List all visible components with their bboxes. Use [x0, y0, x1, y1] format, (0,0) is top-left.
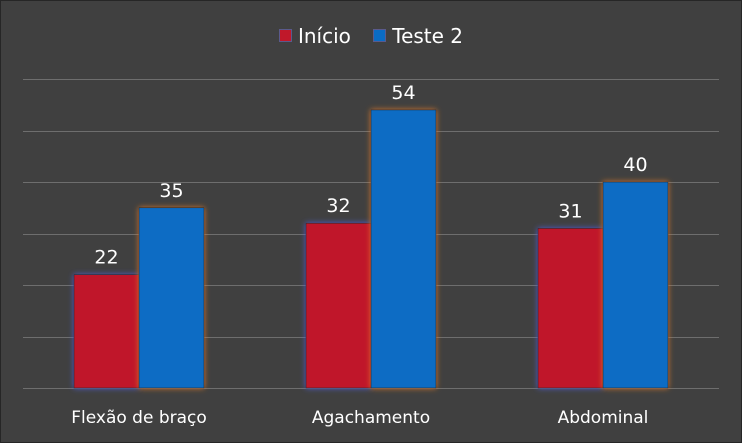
legend-swatch-inicio	[278, 29, 292, 42]
bar-in-cio	[537, 228, 604, 389]
data-label: 31	[558, 200, 582, 222]
bars	[73, 109, 669, 389]
bar-in-cio	[73, 274, 140, 389]
data-label: 54	[391, 82, 415, 104]
legend-item-inicio: Início	[278, 23, 351, 48]
data-label: 22	[94, 247, 118, 269]
x-tick-label: Abdominal	[558, 408, 649, 428]
data-label: 35	[159, 180, 183, 202]
bar-teste-2	[602, 181, 669, 389]
data-label: 32	[326, 195, 350, 217]
x-tick-label: Flexão de braço	[71, 408, 207, 428]
x-tick-label: Agachamento	[312, 408, 430, 428]
legend-label-inicio: Início	[297, 23, 351, 48]
legend: Início Teste 2	[1, 23, 741, 48]
bar-teste-2	[138, 207, 205, 389]
bar-teste-2	[370, 109, 437, 389]
data-labels: 22 35 32 54 31 40	[94, 82, 647, 269]
legend-label-teste-2: Teste 2	[392, 23, 464, 48]
legend-swatch-teste-2	[373, 29, 387, 42]
bar-in-cio	[305, 222, 372, 389]
data-label: 40	[623, 154, 647, 176]
x-axis-tick-labels: Flexão de braço Agachamento Abdominal	[71, 408, 648, 428]
legend-item-teste-2: Teste 2	[373, 24, 463, 48]
